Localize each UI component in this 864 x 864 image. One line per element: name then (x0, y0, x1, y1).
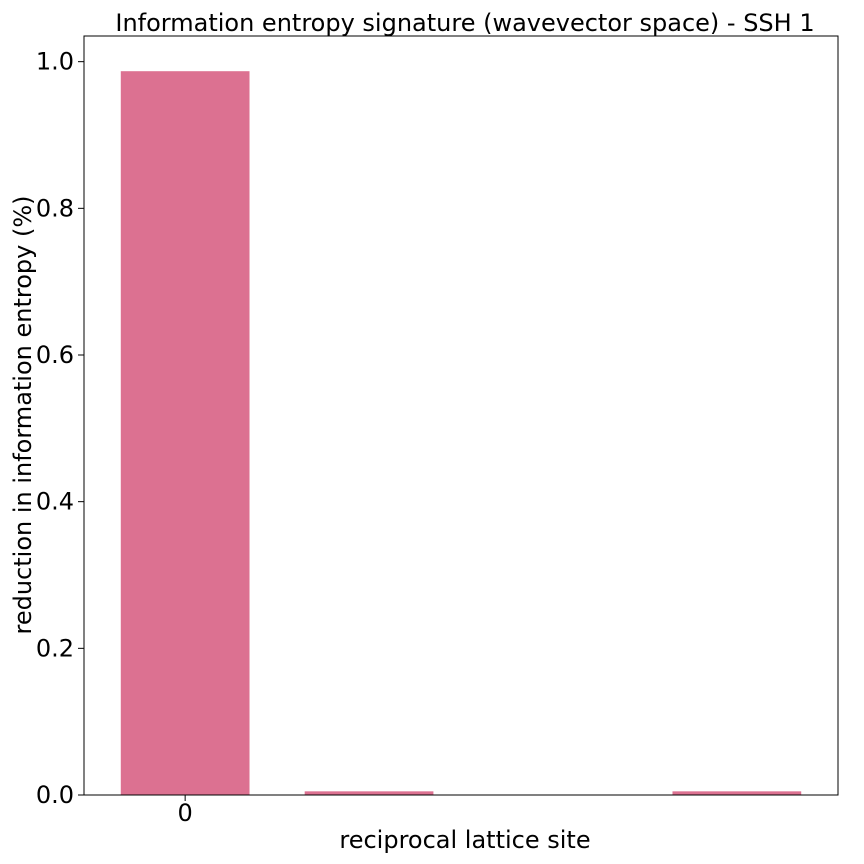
y-axis-ticks: 0.0 0.2 0.4 0.6 0.8 1.0 (36, 48, 84, 809)
y-tick-label: 0.0 (36, 781, 74, 809)
bars (120, 71, 802, 795)
bar-site-3 (672, 791, 802, 795)
y-tick-label: 0.8 (36, 194, 74, 222)
y-tick-label: 0.6 (36, 341, 74, 369)
bar-site-0 (120, 71, 250, 795)
y-tick-label: 0.4 (36, 488, 74, 516)
y-tick-label: 1.0 (36, 48, 74, 76)
chart-title: Information entropy signature (wavevecto… (115, 9, 814, 37)
plot-frame (83, 35, 839, 796)
y-tick-label: 0.2 (36, 634, 74, 662)
x-axis-label: reciprocal lattice site (339, 826, 590, 854)
x-tick-label: 0 (178, 799, 193, 827)
y-axis-label: reduction in information entropy (%) (9, 195, 37, 634)
bar-site-1 (304, 791, 434, 795)
x-axis-ticks: 0 (178, 795, 193, 827)
